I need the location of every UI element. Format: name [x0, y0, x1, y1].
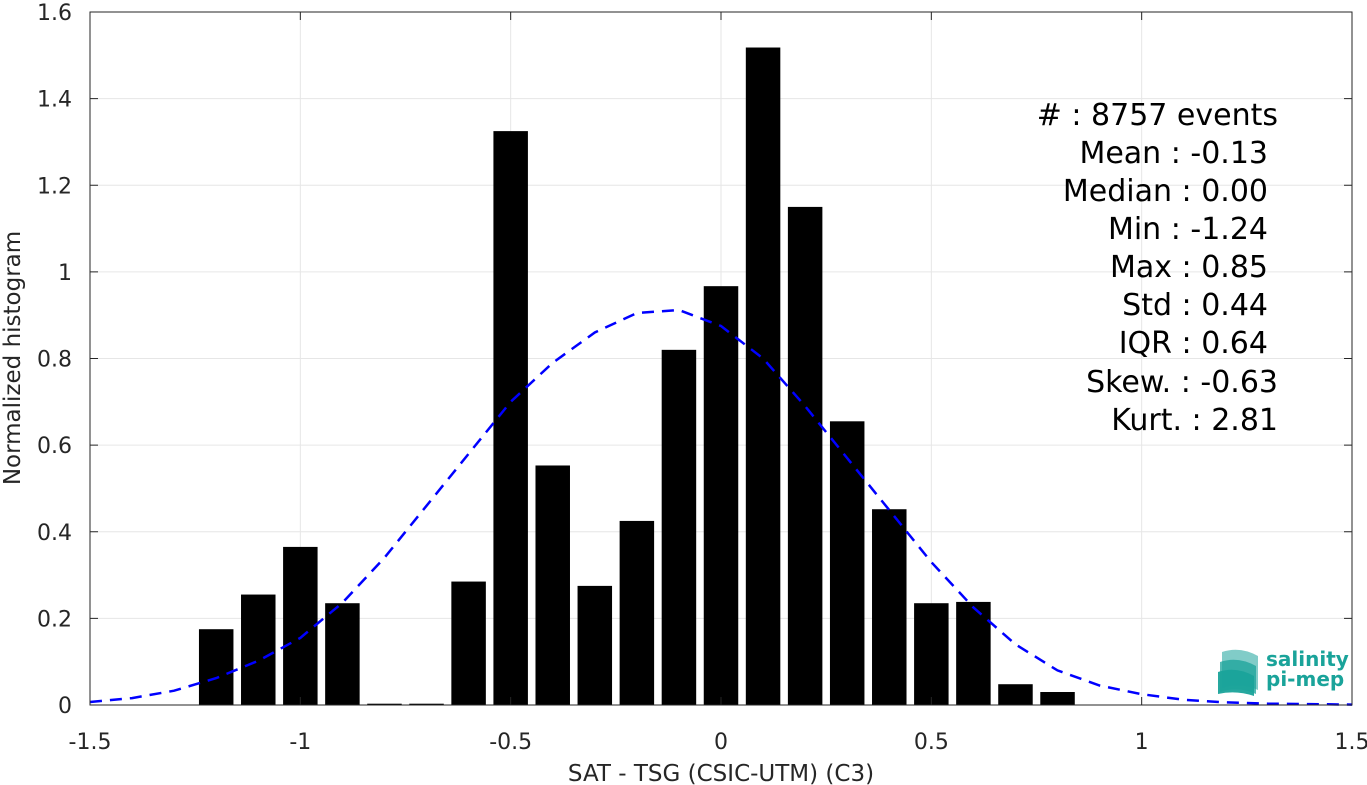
histogram-bar [703, 286, 739, 705]
stat-min: Min : -1.24 [1108, 212, 1268, 247]
gaussian-fit-curve [89, 308, 1353, 706]
stat-kurt: Kurt. : 2.81 [1111, 403, 1278, 438]
logo-line1: salinity [1266, 647, 1349, 671]
histogram-bar [998, 684, 1033, 705]
histogram-bar [451, 581, 486, 705]
y-tick-label: 0.4 [37, 521, 72, 546]
x-tick-label: 1.5 [1335, 730, 1367, 755]
x-tick-label: -1 [289, 730, 311, 755]
x-tick-label: 0 [714, 730, 728, 755]
histogram-bar [956, 601, 991, 705]
histogram-bar [367, 703, 402, 705]
y-tick-label: 0.6 [37, 434, 72, 459]
histogram-bar [745, 47, 781, 706]
x-tick-label: 1 [1135, 730, 1149, 755]
x-tick-label: 0.5 [914, 730, 949, 755]
histogram-bar [493, 131, 528, 705]
histogram-bar [577, 585, 613, 705]
histogram-bar [283, 546, 318, 705]
stat-iqr: IQR : 0.64 [1119, 326, 1268, 361]
logo-line2: pi-mep [1266, 667, 1344, 691]
y-tick-label: 1.4 [37, 88, 72, 113]
stat-mean: Mean : -0.13 [1079, 136, 1268, 171]
stat-events: # : 8757 events [1037, 98, 1278, 133]
x-axis-ticks: -1.5 -1 -0.5 0 0.5 1 1.5 [69, 12, 1367, 755]
stat-std: Std : 0.44 [1122, 288, 1268, 323]
y-tick-label: 0.2 [37, 607, 72, 632]
histogram-bar [198, 629, 234, 705]
y-axis-ticks: 0 0.2 0.4 0.6 0.8 1 1.2 1.4 1.6 [37, 1, 1352, 719]
stats-box: # : 8757 events Mean : -0.13 Median : 0.… [1037, 98, 1278, 438]
salinity-pimep-logo: salinity pi-mep [1218, 647, 1349, 696]
histogram-bars [198, 47, 1075, 706]
histogram-bar [787, 206, 823, 705]
logo-waves-icon [1218, 649, 1258, 696]
stat-median: Median : 0.00 [1063, 174, 1268, 209]
x-tick-label: -0.5 [489, 730, 532, 755]
histogram-bar [829, 421, 865, 705]
y-tick-label: 1 [58, 261, 72, 286]
histogram-bar [409, 703, 444, 705]
y-tick-label: 1.6 [37, 1, 72, 26]
stat-skew: Skew. : -0.63 [1086, 365, 1278, 400]
histogram-bar [241, 594, 276, 705]
y-tick-label: 0 [58, 694, 72, 719]
histogram-bar [914, 603, 949, 705]
histogram-bar [1040, 692, 1075, 705]
y-tick-label: 1.2 [37, 174, 72, 199]
x-axis-label: SAT - TSG (CSIC-UTM) (C3) [568, 761, 874, 785]
histogram-bar [872, 509, 907, 705]
y-tick-label: 0.8 [37, 348, 72, 373]
histogram-bar [661, 349, 697, 705]
histogram-bar [325, 603, 360, 705]
x-tick-label: -1.5 [69, 730, 112, 755]
y-axis-label: Normalized histogram [0, 231, 26, 485]
histogram-bar [535, 465, 570, 705]
histogram-bar [619, 520, 655, 705]
stat-max: Max : 0.85 [1110, 250, 1268, 285]
